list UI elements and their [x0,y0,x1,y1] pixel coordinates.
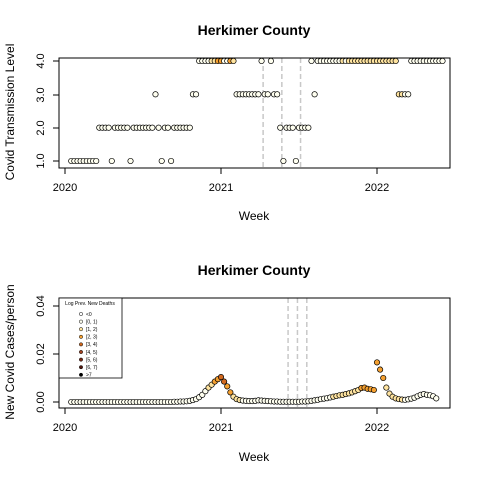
data-point [158,157,165,165]
chart-title-bottom: Herkimer County [198,262,311,278]
y-axis-label-bottom: New Covid Cases/person [3,284,17,419]
legend-label: [0, 1) [86,319,98,325]
legend-entries: <0[0, 1) [1, 2) [2, 3)[3, 4) [4, 5)[5, 6) [6… [79,312,98,379]
y-axis-label-top: Covid Transmission Level [3,44,17,181]
transmission-level-panel: Herkimer County Week Covid Transmission … [3,22,451,223]
legend: Log Prev. New Deaths <0[0, 1) [1, 2) [2, 3… [58,297,123,379]
legend-label: [3, 4) [86,342,98,348]
legend-box [58,297,123,379]
data-point [155,124,162,131]
data-point [192,91,200,98]
legend-title: Log Prev. New Deaths [65,301,115,307]
data-point [433,395,440,402]
x-tick-label-top: 2022 [365,182,389,194]
data-point [292,157,299,165]
y-tick-label-top: 4.0 [35,53,47,68]
data-points-bottom [68,359,440,406]
legend-marker [79,334,83,339]
data-point [230,57,237,65]
legend-label: [1, 2) [86,327,98,333]
y-axis-top: 1.0 2.0 3.0 4.0 [35,53,60,169]
vertical-reference-lines-bottom [287,298,308,408]
legend-marker [79,342,83,347]
data-point [267,57,274,65]
legend-marker [79,319,83,324]
data-point [308,57,315,65]
data-point [289,124,296,131]
x-tick-label-bottom: 2020 [53,422,77,434]
data-point [152,91,159,98]
x-axis-label-bottom: Week [239,450,270,464]
vertical-reference-lines-top [262,58,302,168]
data-point [93,157,100,165]
data-point [264,91,271,98]
data-point [255,91,262,98]
legend-label: [2, 3) [86,335,98,341]
legend-marker [79,357,83,362]
legend-label: [6, 7) [86,365,98,371]
legend-label: <0 [86,312,92,318]
x-tick-label-bottom: 2022 [365,422,389,434]
data-point [221,378,228,385]
data-point [373,359,381,366]
data-point [258,57,265,65]
legend-marker [79,372,83,377]
data-point [377,366,384,373]
data-point [392,57,399,65]
data-points-top [68,57,446,165]
y-tick-label-top: 3.0 [35,87,47,102]
legend-label: [4, 5) [86,350,98,356]
legend-label: [5, 6) [86,357,98,363]
data-point [380,374,387,382]
y-tick-label-bottom: 0.00 [35,391,47,412]
y-tick-label-top: 2.0 [35,120,47,135]
legend-marker [79,327,83,332]
y-tick-label-bottom: 0.04 [35,295,47,316]
data-point [224,383,231,390]
data-point [305,124,312,131]
data-point [149,124,156,131]
chart-title-top: Herkimer County [198,22,311,38]
data-point [105,124,112,131]
data-point [124,124,131,131]
data-point [277,124,284,131]
legend-label: >7 [86,373,92,379]
new-cases-panel: Herkimer County Week New Covid Cases/per… [3,262,451,464]
legend-marker [79,350,83,354]
x-axis-label-top: Week [239,209,270,223]
data-point [439,57,446,65]
legend-marker [79,365,83,370]
data-point [227,389,234,396]
data-point [280,157,287,165]
y-axis-bottom: 0.00 0.02 0.04 [35,295,60,413]
x-tick-label-top: 2021 [209,182,233,194]
legend-marker [79,312,83,316]
x-axis-bottom: 2020 2021 2022 [53,407,389,434]
data-point [370,386,377,394]
data-point [186,124,193,131]
x-tick-label-bottom: 2021 [209,422,233,434]
x-axis-top: 2020 2021 2022 [53,167,389,194]
data-point [217,373,225,381]
data-point [127,157,134,165]
data-point [108,157,115,165]
data-point [164,124,172,131]
x-tick-label-top: 2020 [53,182,77,194]
y-tick-label-bottom: 0.02 [35,343,47,364]
data-point [383,384,390,391]
data-point [274,91,281,98]
data-point [311,91,318,98]
data-point [405,91,412,98]
data-point [168,157,175,165]
y-tick-label-top: 1.0 [35,153,47,168]
